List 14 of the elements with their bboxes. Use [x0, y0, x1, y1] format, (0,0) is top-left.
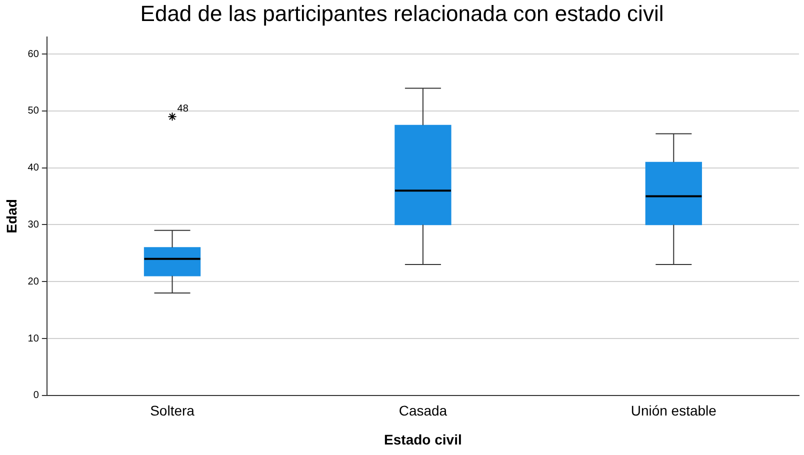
x-axis-title: Estado civil	[384, 431, 462, 448]
y-tick-label: 60	[28, 48, 40, 60]
y-tick-label: 50	[28, 106, 40, 117]
y-axis-title: Edad	[3, 199, 20, 234]
x-tick-label: Casada	[398, 402, 448, 419]
x-tick-label: Soltera	[150, 402, 195, 419]
y-tick-label: 40	[28, 162, 40, 174]
y-tick-label: 0	[33, 390, 40, 402]
chart-title: Edad de las participantes relacionada con estado civil	[139, 0, 665, 28]
x-tick-label: Unión estable	[630, 402, 717, 419]
y-tick-label: 10	[28, 333, 40, 344]
annotation: 48	[177, 103, 189, 114]
y-tick-label: 20	[28, 276, 40, 288]
y-tick-label: 30	[28, 219, 40, 230]
